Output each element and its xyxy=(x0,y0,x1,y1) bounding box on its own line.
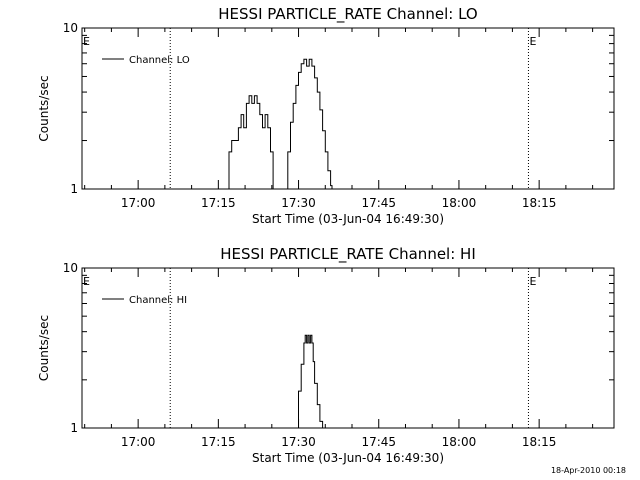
x-tick-label: 17:45 xyxy=(361,435,396,449)
y-tick-label: 1 xyxy=(70,421,78,435)
x-tick-label: 17:15 xyxy=(201,435,236,449)
x-tick-label: 17:00 xyxy=(121,196,156,210)
x-tick-label: 18:15 xyxy=(522,435,557,449)
plot-frame xyxy=(81,27,615,190)
footer-timestamp: 18-Apr-2010 00:18 xyxy=(550,466,626,475)
x-tick-label: 17:45 xyxy=(361,196,396,210)
chart-title: HESSI PARTICLE_RATE Channel: HI xyxy=(220,245,476,264)
x-tick-label: 18:00 xyxy=(442,196,477,210)
y-tick-label: 10 xyxy=(63,261,78,275)
series-line xyxy=(295,334,324,429)
y-axis-label: Counts/sec xyxy=(37,75,51,141)
x-tick-label: 18:15 xyxy=(522,196,557,210)
x-tick-label: 18:00 xyxy=(442,435,477,449)
annotation-label: E xyxy=(83,275,90,288)
series-line xyxy=(223,58,334,190)
y-axis-label: Counts/sec xyxy=(37,315,51,381)
annotation-label: E xyxy=(529,35,536,48)
chart-title: HESSI PARTICLE_RATE Channel: LO xyxy=(218,5,477,24)
annotation-label: E xyxy=(83,35,90,48)
y-tick-label: 1 xyxy=(70,182,78,196)
x-tick-label: 17:15 xyxy=(201,196,236,210)
legend-label: Channel: HI xyxy=(129,295,187,306)
x-tick-label: 17:30 xyxy=(281,196,316,210)
y-tick-label: 10 xyxy=(63,21,78,35)
x-axis-label: Start Time (03-Jun-04 16:49:30) xyxy=(252,212,444,226)
x-axis-label: Start Time (03-Jun-04 16:49:30) xyxy=(252,451,444,465)
x-tick-label: 17:00 xyxy=(121,435,156,449)
x-tick-label: 17:30 xyxy=(281,435,316,449)
annotation-label: E xyxy=(529,275,536,288)
legend-label: Channel: LO xyxy=(129,55,190,66)
plot-frame xyxy=(81,267,615,429)
